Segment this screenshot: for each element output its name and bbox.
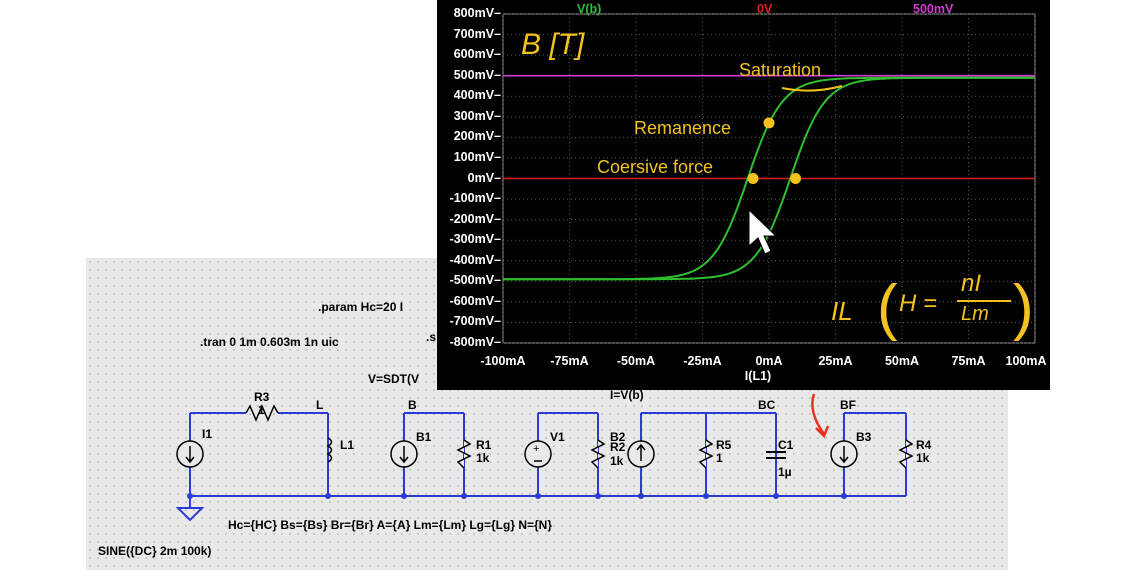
net-label-l[interactable]: L (316, 398, 324, 412)
x-tick-label: -100mA (480, 354, 526, 368)
y-tick-label: 600mV– (453, 47, 501, 62)
y-tick-label: -600mV– (449, 293, 501, 308)
plot-area[interactable] (437, 0, 1050, 390)
ivb-expression[interactable]: I=V(b) (610, 388, 644, 402)
trace-label-500mv[interactable]: 500mV (913, 2, 954, 16)
vsdt-expression[interactable]: V=SDT(V (368, 372, 420, 386)
y-tick-label: 400mV– (453, 88, 501, 103)
y-tick-label: 0mV– (467, 170, 501, 185)
c1-value[interactable]: 1µ (778, 465, 792, 479)
y-tick-label: -100mV– (449, 191, 501, 206)
net-label-bc[interactable]: BC (758, 398, 776, 412)
y-tick-label: 700mV– (453, 26, 501, 41)
net-label-r3[interactable]: R3 (254, 390, 270, 404)
y-tick-label: -800mV– (449, 335, 501, 349)
y-tick-label: -500mV– (449, 273, 501, 288)
trace-label-0v[interactable]: 0V (757, 2, 773, 16)
component-r1[interactable]: R1 (476, 438, 492, 452)
y-tick-label: -300mV– (449, 232, 501, 247)
x-tick-label: 50mA (884, 354, 920, 368)
schematic-wires: + (175, 393, 914, 522)
r1-value[interactable]: 1k (476, 451, 490, 465)
mouse-cursor-icon (748, 208, 778, 255)
component-v1[interactable]: V1 (550, 430, 565, 444)
formula-fraction-bar (957, 300, 1011, 302)
x-tick-label: -25mA (683, 354, 722, 368)
component-r4[interactable]: R4 (916, 438, 932, 452)
annotation-point-remanence (763, 117, 775, 129)
formula-open-paren: ( (877, 273, 898, 342)
x-tick-label: 0mA (755, 354, 783, 368)
x-tick-label: 100mA (1005, 354, 1047, 368)
tran-directive[interactable]: .tran 0 1m 0.603m 1n uic (200, 335, 339, 349)
x-axis-label: I(L1) (744, 369, 772, 383)
y-tick-label: 800mV– (453, 6, 501, 20)
x-tick-label: 75mA (951, 354, 986, 368)
formula-h-eq: H = (899, 290, 938, 317)
trace-label-vb[interactable]: V(b) (577, 2, 602, 16)
r4-value[interactable]: 1k (916, 451, 930, 465)
formula-il: IL (831, 296, 853, 326)
component-b2[interactable]: B2 (610, 430, 626, 444)
formula-close-paren: ) (1013, 273, 1034, 342)
y-tick-label: 500mV– (453, 67, 501, 82)
x-tick-label: -50mA (616, 354, 656, 368)
component-i1[interactable]: I1 (202, 427, 213, 441)
coercive-force-annotation: Coersive force (597, 157, 714, 177)
x-tick-label: -75mA (550, 354, 589, 368)
component-r2[interactable]: R2 (610, 440, 626, 454)
formula-numerator: nI (961, 270, 982, 297)
y-tick-label: 200mV– (453, 129, 501, 144)
r5-value[interactable]: 1 (716, 451, 723, 465)
y-tick-label: -200mV– (449, 211, 501, 226)
r3-value[interactable]: 1 (258, 403, 265, 417)
y-tick-label: -400mV– (449, 252, 501, 267)
annotation-point-coercive-positive (790, 173, 802, 184)
annotation-point-coercive (747, 173, 759, 184)
component-c1[interactable]: C1 (778, 438, 794, 452)
saturation-annotation: Saturation (739, 60, 822, 80)
s-directive[interactable]: .s (426, 330, 437, 344)
remanence-annotation: Remanence (634, 118, 732, 138)
sine-source-text[interactable]: SINE({DC} 2m 100k) (98, 544, 212, 558)
y-tick-label: 100mV– (453, 149, 501, 164)
component-b1[interactable]: B1 (416, 430, 432, 444)
parameter-expression[interactable]: Hc={HC} Bs={Bs} Br={Br} A={A} Lm={Lm} Lg… (228, 518, 552, 532)
x-tick-label: 25mA (818, 354, 853, 368)
net-label-bf[interactable]: BF (840, 398, 856, 412)
y-tick-label: 300mV– (453, 108, 501, 123)
formula-denominator: Lm (961, 303, 989, 325)
net-label-b[interactable]: B (408, 398, 417, 412)
r2-value[interactable]: 1k (610, 454, 624, 468)
component-r5[interactable]: R5 (716, 438, 732, 452)
param-directive[interactable]: .param Hc=20 I (318, 300, 404, 314)
handwritten-b-label: B [T] (521, 28, 585, 61)
waveform-viewer[interactable]: V(b) 0V 500mV 800mV– 700mV– 600mV– 500mV– 40… (437, 0, 1050, 390)
component-l1[interactable]: L1 (340, 438, 355, 452)
y-tick-label: -700mV– (449, 314, 501, 329)
svg-text:+: + (533, 443, 539, 455)
component-b3[interactable]: B3 (856, 430, 872, 444)
